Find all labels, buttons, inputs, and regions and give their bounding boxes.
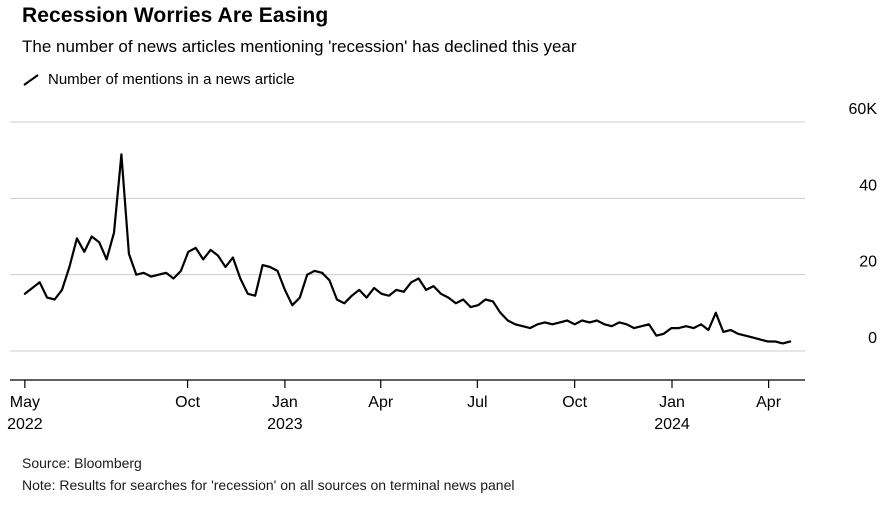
y-axis-label: 0	[868, 330, 877, 347]
x-axis-year-label: 2023	[267, 416, 303, 433]
series-line-mentions	[23, 153, 792, 345]
line-chart: 0 20 40 60K May 2022 Oct Jan 2023 Apr Jul Oct Jan 202…	[7, 101, 878, 433]
x-axis-label: Apr	[368, 394, 394, 411]
chart-legend: Number of mentions in a news article	[0, 71, 891, 88]
chart-title: Recession Worries Are Easing	[22, 4, 329, 27]
x-axis-year-label: 2024	[654, 416, 690, 433]
chart-footer: Source: Bloomberg Note: Results for sear…	[0, 453, 891, 496]
y-axis-label: 20	[859, 254, 877, 271]
x-axis-year-label: 2022	[7, 416, 43, 433]
x-axis-label: May	[10, 394, 40, 411]
x-axis-label: Apr	[756, 394, 782, 411]
chart-area: 0 20 40 60K May 2022 Oct Jan 2023 Apr Jul Oct Jan 202…	[0, 90, 891, 445]
x-axis-label: Oct	[175, 394, 200, 411]
note-text: Note: Results for searches for 'recessio…	[22, 476, 515, 493]
line-series-icon	[22, 73, 40, 87]
x-axis-label: Oct	[562, 394, 587, 411]
x-axis-label: Jan	[272, 394, 298, 411]
y-axis-label: 40	[859, 177, 877, 194]
chart-header: Recession Worries Are Easing The number …	[0, 0, 891, 57]
legend-label: Number of mentions in a news article	[48, 71, 295, 88]
chart-subtitle: The number of news articles mentioning '…	[22, 37, 577, 56]
y-axis-label: 60K	[849, 101, 878, 118]
source-text: Source: Bloomberg	[22, 455, 142, 471]
x-axis-label: Jul	[467, 394, 487, 411]
x-axis-label: Jan	[659, 394, 685, 411]
